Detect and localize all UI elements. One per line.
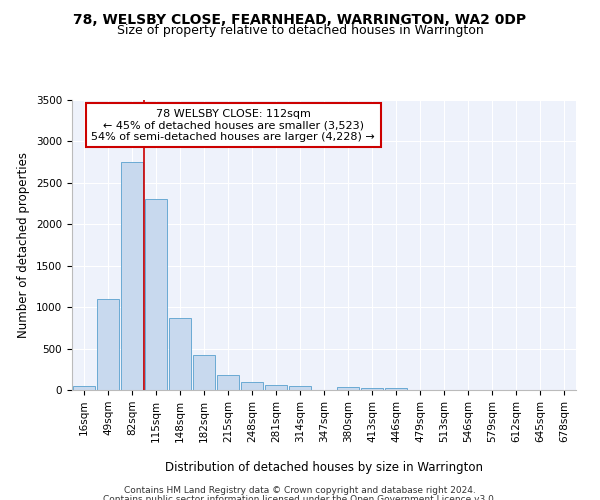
Text: 78 WELSBY CLOSE: 112sqm
← 45% of detached houses are smaller (3,523)
54% of semi: 78 WELSBY CLOSE: 112sqm ← 45% of detache…: [91, 108, 375, 142]
Text: Contains public sector information licensed under the Open Government Licence v3: Contains public sector information licen…: [103, 495, 497, 500]
Y-axis label: Number of detached properties: Number of detached properties: [17, 152, 31, 338]
Bar: [169, 318, 191, 390]
Bar: [217, 375, 239, 390]
Bar: [193, 355, 215, 390]
Text: Size of property relative to detached houses in Warrington: Size of property relative to detached ho…: [116, 24, 484, 37]
Bar: [289, 386, 311, 390]
Text: Contains HM Land Registry data © Crown copyright and database right 2024.: Contains HM Land Registry data © Crown c…: [124, 486, 476, 495]
Bar: [121, 162, 143, 390]
Text: Distribution of detached houses by size in Warrington: Distribution of detached houses by size …: [165, 461, 483, 474]
Bar: [97, 299, 119, 390]
Bar: [337, 387, 359, 390]
Bar: [385, 388, 407, 390]
Text: 78, WELSBY CLOSE, FEARNHEAD, WARRINGTON, WA2 0DP: 78, WELSBY CLOSE, FEARNHEAD, WARRINGTON,…: [73, 12, 527, 26]
Bar: [241, 382, 263, 390]
Bar: [361, 388, 383, 390]
Bar: [73, 386, 95, 390]
Bar: [265, 384, 287, 390]
Bar: [145, 200, 167, 390]
